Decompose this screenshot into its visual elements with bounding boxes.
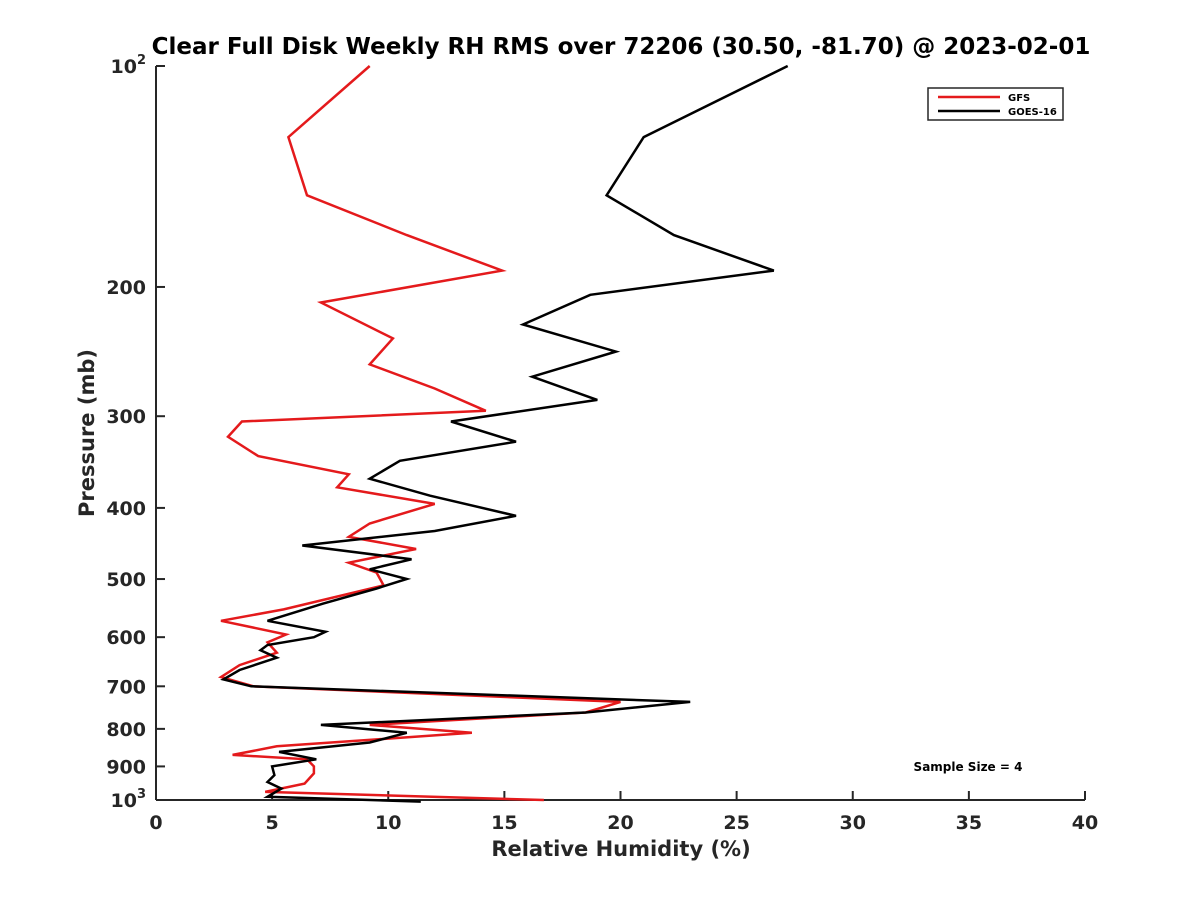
chart-title: Clear Full Disk Weekly RH RMS over 72206… xyxy=(152,34,1091,60)
y-axis-ticks: 102 200 300 400 500 600 700 800 900 103 xyxy=(106,53,165,812)
x-tick-label: 30 xyxy=(840,812,866,834)
x-tick-label: 40 xyxy=(1072,812,1098,834)
x-tick-label: 35 xyxy=(956,812,982,834)
legend: GFS GOES-16 xyxy=(927,87,1064,121)
y-tick-label: 400 xyxy=(106,498,146,520)
y-tick-label: 102 xyxy=(111,53,147,78)
sample-size-annotation: Sample Size = 4 xyxy=(914,760,1023,774)
x-tick-label: 15 xyxy=(491,812,517,834)
x-axis-ticks: 0 5 10 15 20 25 30 35 40 xyxy=(149,791,1098,834)
legend-box xyxy=(927,87,1064,121)
x-tick-label: 0 xyxy=(149,812,162,834)
y-tick-label: 300 xyxy=(106,406,146,428)
y-tick-label: 500 xyxy=(106,569,146,591)
x-tick-label: 10 xyxy=(375,812,401,834)
x-tick-label: 25 xyxy=(723,812,749,834)
y-tick-label: 103 xyxy=(111,787,147,812)
y-tick-label: 800 xyxy=(106,719,146,741)
legend-label-goes-16: GOES-16 xyxy=(1008,107,1057,118)
series-line-goes-16 xyxy=(220,64,789,803)
x-axis-label: Relative Humidity (%) xyxy=(491,837,750,861)
y-tick-label: 700 xyxy=(106,676,146,698)
x-tick-label: 20 xyxy=(607,812,633,834)
y-tick-label: 900 xyxy=(106,756,146,778)
series-line-gfs xyxy=(217,65,621,802)
series-layer xyxy=(217,64,789,803)
x-tick-label: 5 xyxy=(266,812,279,834)
legend-label-gfs: GFS xyxy=(1008,93,1030,104)
y-tick-label: 200 xyxy=(106,277,146,299)
axes xyxy=(155,66,1085,801)
y-axis-label: Pressure (mb) xyxy=(75,349,99,517)
y-tick-label: 600 xyxy=(106,627,146,649)
